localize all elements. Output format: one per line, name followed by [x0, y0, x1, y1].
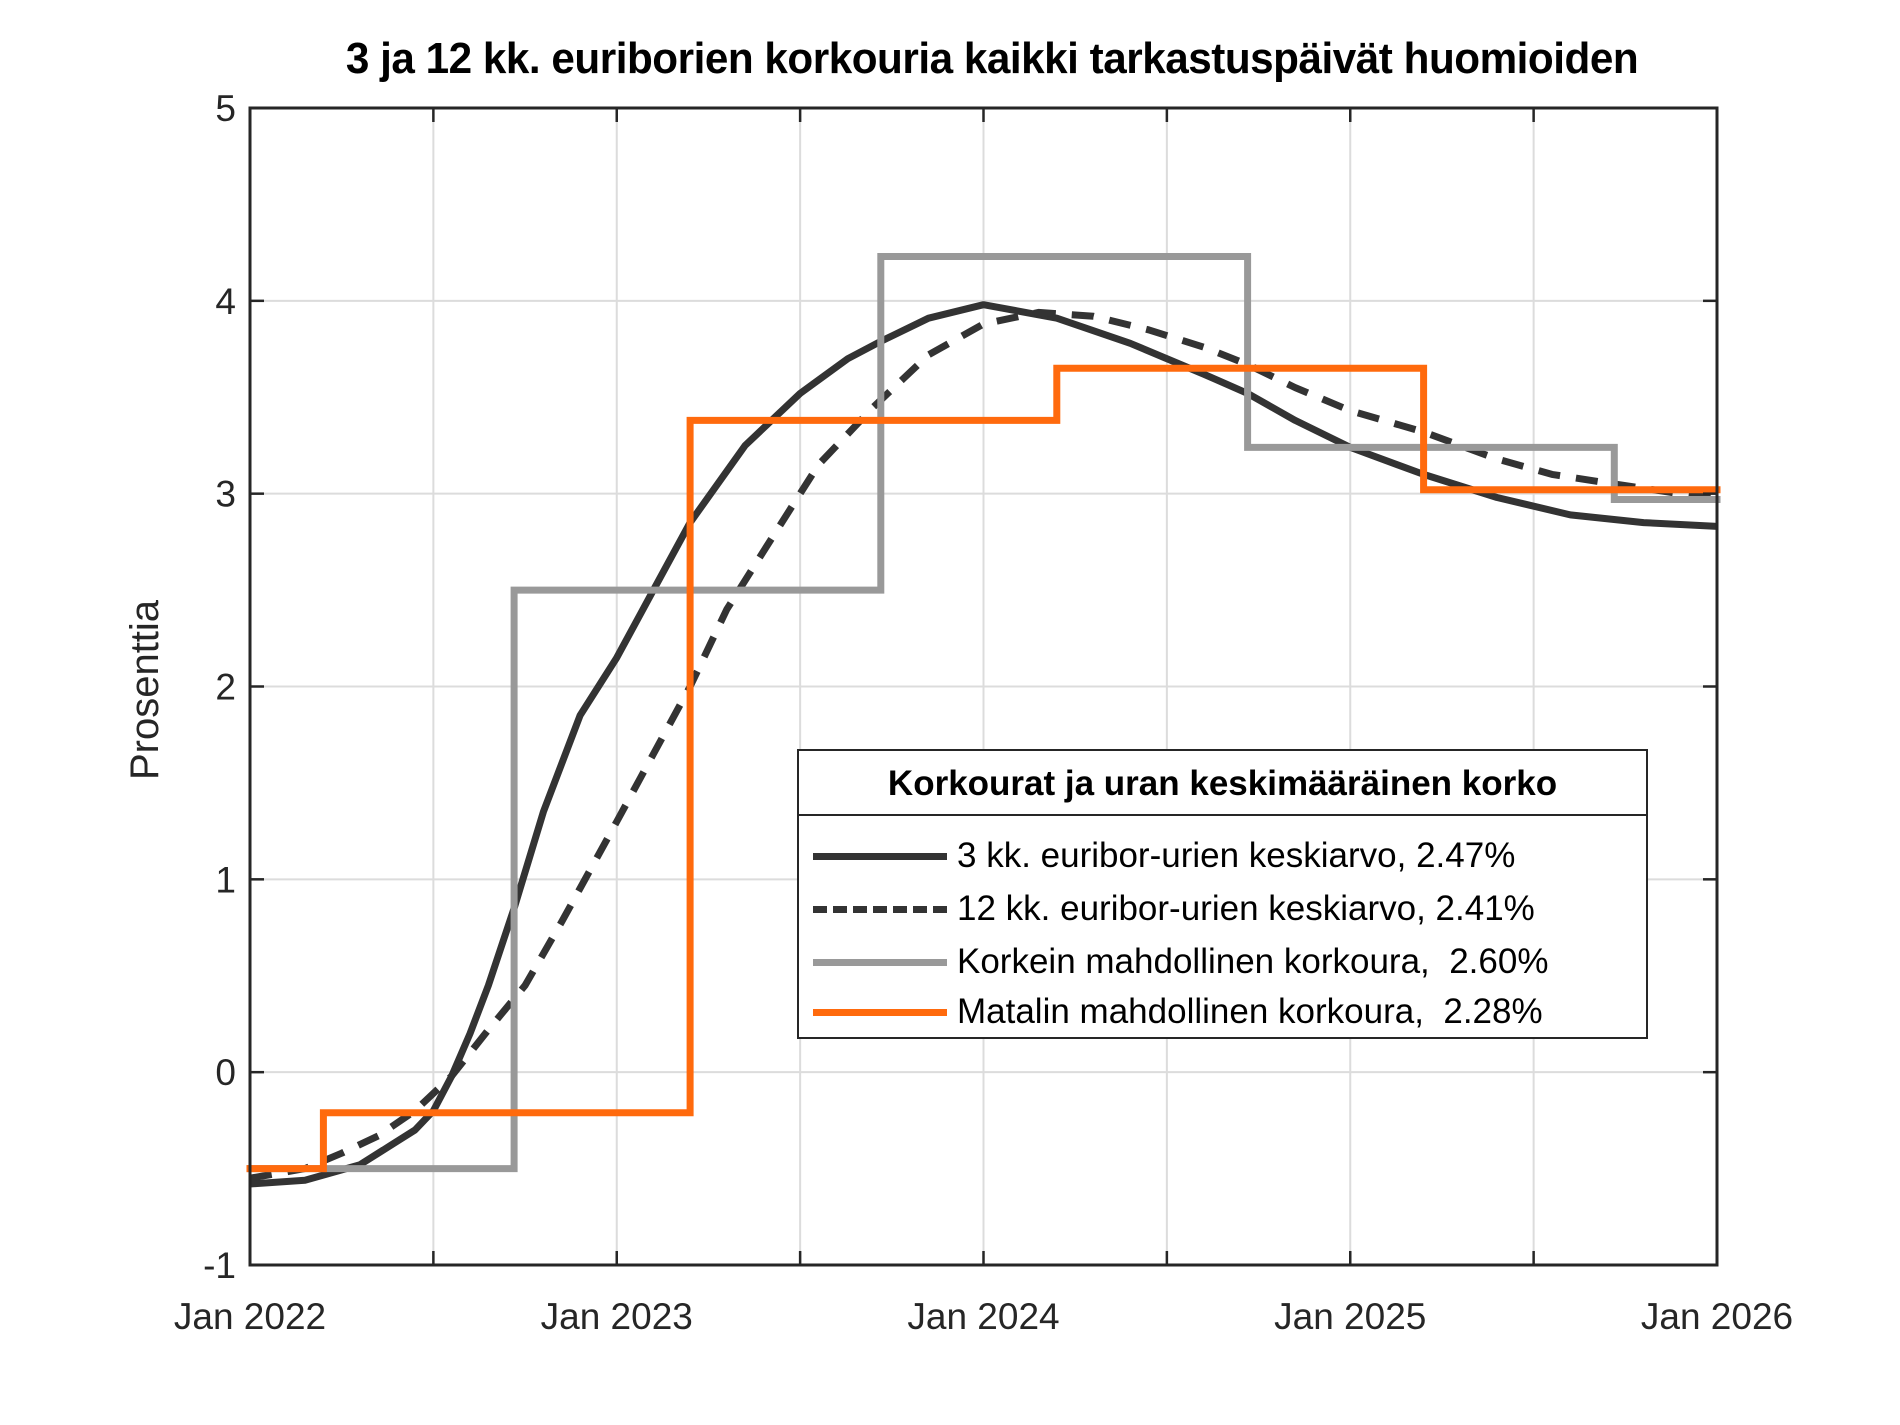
legend: Korkourat ja uran keskimääräinen korko 3…	[797, 749, 1648, 1039]
orange-line-swatch-icon	[813, 1009, 947, 1016]
x-tick-label: Jan 2026	[1641, 1296, 1793, 1337]
y-axis-label: Prosenttia	[123, 599, 167, 780]
gray-line-swatch-icon	[813, 959, 947, 966]
legend-label: 12 kk. euribor-urien keskiarvo, 2.41%	[957, 889, 1535, 928]
legend-label: 3 kk. euribor-urien keskiarvo, 2.47%	[957, 836, 1516, 875]
y-tick-label: -1	[203, 1245, 236, 1286]
legend-item-12kk: 12 kk. euribor-urien keskiarvo, 2.41%	[799, 883, 1646, 935]
x-tick-label: Jan 2023	[541, 1296, 693, 1337]
dashed-line-swatch-icon	[813, 906, 947, 913]
y-tick-label: 5	[215, 88, 236, 129]
y-tick-label: 2	[215, 667, 236, 708]
grid-lines	[250, 108, 1717, 1265]
x-tick-label: Jan 2025	[1274, 1296, 1426, 1337]
legend-title: Korkourat ja uran keskimääräinen korko	[799, 751, 1646, 816]
y-tick-label: 4	[215, 281, 236, 322]
x-tick-label: Jan 2022	[174, 1296, 326, 1337]
legend-item-korkein: Korkein mahdollinen korkoura, 2.60%	[799, 936, 1646, 988]
y-axis-ticks: -1 0 1 2 3 4 5	[203, 88, 1717, 1286]
series-line-1	[249, 308, 1718, 1182]
series-layer	[246, 253, 1721, 1188]
legend-label: Korkein mahdollinen korkoura, 2.60%	[957, 942, 1549, 981]
series-line-3	[246, 364, 1721, 1173]
legend-item-matalin: Matalin mahdollinen korkoura, 2.28%	[799, 986, 1646, 1038]
chart-title: 3 ja 12 kk. euriborien korkouria kaikki …	[345, 34, 1639, 83]
legend-item-3kk: 3 kk. euribor-urien keskiarvo, 2.47%	[799, 830, 1646, 882]
legend-label: Matalin mahdollinen korkoura, 2.28%	[957, 992, 1543, 1031]
y-tick-label: 1	[215, 859, 236, 900]
y-tick-label: 0	[215, 1052, 236, 1093]
y-tick-label: 3	[215, 474, 236, 515]
x-axis-ticks: Jan 2022 Jan 2023 Jan 2024 Jan 2025 Jan 2026	[174, 108, 1793, 1337]
series-line-2	[246, 253, 1721, 1173]
x-tick-label: Jan 2024	[907, 1296, 1059, 1337]
solid-line-swatch-icon	[813, 853, 947, 860]
